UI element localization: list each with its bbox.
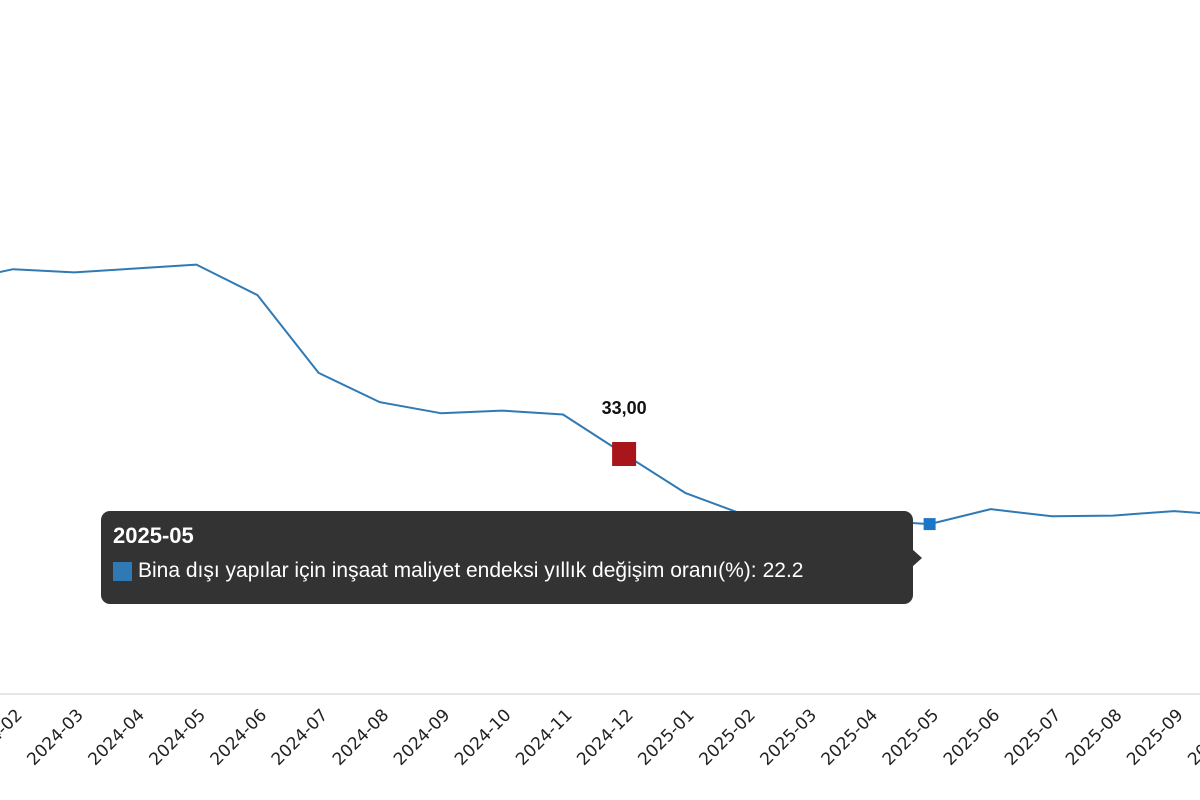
x-tick-label: 2025-07 <box>1001 705 1065 769</box>
x-tick-label: 2024-09 <box>390 705 454 769</box>
tooltip-value: 22.2 <box>762 559 804 582</box>
x-tick-label: 2025-05 <box>879 705 943 769</box>
tooltip-pointer <box>912 549 922 567</box>
x-tick-label: 2024-02 <box>0 705 27 769</box>
x-tick-label: 2025-01 <box>634 705 698 769</box>
x-tick-label: 2024-04 <box>84 705 148 769</box>
x-axis-ticks: 2024-012024-022024-032024-042024-052024-… <box>0 705 1200 769</box>
tooltip-row: Bina dışı yapılar için inşaat maliyet en… <box>113 558 901 584</box>
x-tick-label: 2025-03 <box>757 705 821 769</box>
highlight-value-label: 33,00 <box>602 398 647 418</box>
x-tick-label: 2025-09 <box>1123 705 1187 769</box>
x-tick-label: 2024-03 <box>23 705 87 769</box>
tooltip-separator: : <box>750 559 757 582</box>
series-line <box>0 263 1200 526</box>
x-tick-label: 2025-06 <box>940 705 1004 769</box>
x-tick-label: 2024-07 <box>268 705 332 769</box>
x-tick-label: 2025-10 <box>1184 705 1200 769</box>
x-tick-label: 2025-08 <box>1062 705 1126 769</box>
tooltip-series-swatch <box>113 561 132 581</box>
x-tick-label: 2024-10 <box>451 705 515 769</box>
highlight-marker[interactable] <box>612 442 637 466</box>
x-tick-label: 2025-04 <box>818 705 882 769</box>
tooltip: 2025-05 Bina dışı yapılar için inşaat ma… <box>101 511 922 604</box>
x-tick-label: 2024-06 <box>207 705 271 769</box>
x-tick-label: 2024-05 <box>146 705 210 769</box>
tooltip-title: 2025-05 <box>113 523 194 548</box>
x-tick-label: 2024-08 <box>329 705 393 769</box>
hover-marker[interactable] <box>923 518 936 531</box>
x-tick-label: 2024-11 <box>512 705 576 769</box>
x-tick-label: 2025-02 <box>695 705 759 769</box>
tooltip-series-name: Bina dışı yapılar için inşaat maliyet en… <box>138 559 751 582</box>
x-tick-label: 2024-12 <box>573 705 637 769</box>
